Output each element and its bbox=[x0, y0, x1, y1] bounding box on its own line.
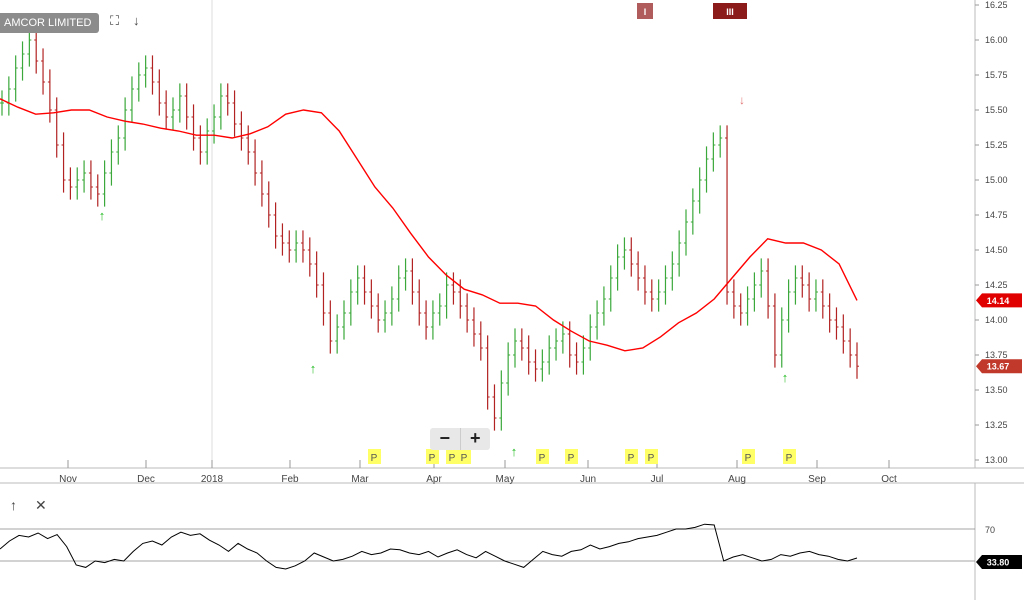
x-tick-label: Apr bbox=[426, 474, 442, 485]
ma-price-badge bbox=[976, 293, 1022, 308]
signal-up-arrow: ↑ bbox=[99, 208, 106, 223]
x-tick-label: Oct bbox=[881, 474, 897, 485]
event-marker bbox=[645, 449, 658, 464]
event-marker bbox=[783, 449, 796, 464]
x-tick-label: Jul bbox=[651, 474, 664, 485]
event-flag bbox=[637, 3, 653, 19]
event-marker-label: P bbox=[745, 453, 752, 464]
x-tick-label: 2018 bbox=[201, 474, 224, 485]
event-marker-label: P bbox=[539, 453, 546, 464]
event-marker-label: P bbox=[461, 453, 468, 464]
y-tick-label: 14.00 bbox=[985, 315, 1008, 325]
event-marker bbox=[426, 449, 439, 464]
oscillator-badge bbox=[976, 554, 1022, 569]
ma-price-badge-label: 14.14 bbox=[987, 296, 1010, 306]
zoom-out-button[interactable]: − bbox=[430, 428, 461, 450]
y-tick-label: 15.25 bbox=[985, 140, 1008, 150]
y-tick-label: 16.25 bbox=[985, 0, 1008, 10]
event-marker-label: P bbox=[628, 453, 635, 464]
x-tick-label: Feb bbox=[281, 474, 299, 485]
x-tick-label: May bbox=[496, 474, 515, 485]
instrument-name: AMCOR LIMITED bbox=[4, 17, 92, 29]
event-marker bbox=[458, 449, 471, 464]
y-tick-label: 16.00 bbox=[985, 35, 1008, 45]
event-flag-label: III bbox=[726, 7, 734, 17]
event-marker-label: P bbox=[449, 453, 456, 464]
close-price-badge bbox=[976, 359, 1022, 374]
signal-down-arrow: ↓ bbox=[739, 93, 745, 107]
y-tick-label: 13.00 bbox=[985, 455, 1008, 465]
y-tick-label: 14.50 bbox=[985, 245, 1008, 255]
zoom-controls: − + bbox=[430, 428, 490, 450]
y-tick-label: 15.00 bbox=[985, 175, 1008, 185]
event-flag bbox=[713, 3, 747, 19]
instrument-label[interactable]: AMCOR LIMITED bbox=[0, 13, 100, 33]
x-tick-label: Aug bbox=[728, 474, 746, 485]
oscillator-level-label: 70 bbox=[985, 525, 995, 535]
y-tick-label: 14.75 bbox=[985, 210, 1008, 220]
x-tick-label: Jun bbox=[580, 474, 596, 485]
y-tick-label: 13.50 bbox=[985, 385, 1008, 395]
event-marker bbox=[625, 449, 638, 464]
close-price-badge-label: 13.67 bbox=[987, 362, 1010, 372]
event-marker bbox=[536, 449, 549, 464]
signal-up-arrow: ↑ bbox=[511, 444, 518, 459]
y-tick-label: 14.25 bbox=[985, 280, 1008, 290]
down-arrow-icon[interactable]: ↓ bbox=[133, 13, 140, 28]
event-marker bbox=[368, 449, 381, 464]
event-marker-label: P bbox=[568, 453, 575, 464]
y-tick-label: 15.50 bbox=[985, 105, 1008, 115]
oscillator-line bbox=[0, 523, 858, 570]
event-marker bbox=[742, 449, 755, 464]
signal-up-arrow: ↑ bbox=[310, 361, 317, 376]
moving-average-line bbox=[0, 98, 858, 352]
x-tick-label: Nov bbox=[59, 474, 77, 485]
y-tick-label: 13.25 bbox=[985, 420, 1008, 430]
event-marker bbox=[565, 449, 578, 464]
x-tick-label: Dec bbox=[137, 474, 155, 485]
y-tick-label: 15.75 bbox=[985, 70, 1008, 80]
signal-up-arrow: ↑ bbox=[782, 370, 789, 385]
y-tick-label: 13.75 bbox=[985, 350, 1008, 360]
event-marker-label: P bbox=[786, 453, 793, 464]
close-icon[interactable]: ✕ bbox=[35, 497, 47, 513]
up-arrow-icon[interactable]: ↑ bbox=[10, 497, 17, 513]
event-marker-label: P bbox=[429, 453, 436, 464]
event-marker bbox=[446, 449, 459, 464]
event-flag-label: I bbox=[644, 7, 647, 17]
zoom-in-button[interactable]: + bbox=[469, 428, 481, 448]
x-tick-label: Sep bbox=[808, 474, 826, 485]
event-marker-label: P bbox=[371, 453, 378, 464]
event-marker-label: P bbox=[648, 453, 655, 464]
expand-icon[interactable]: ⛶ bbox=[110, 13, 120, 28]
oscillator-badge-label: 33.80 bbox=[987, 557, 1010, 567]
x-tick-label: Mar bbox=[351, 474, 369, 485]
